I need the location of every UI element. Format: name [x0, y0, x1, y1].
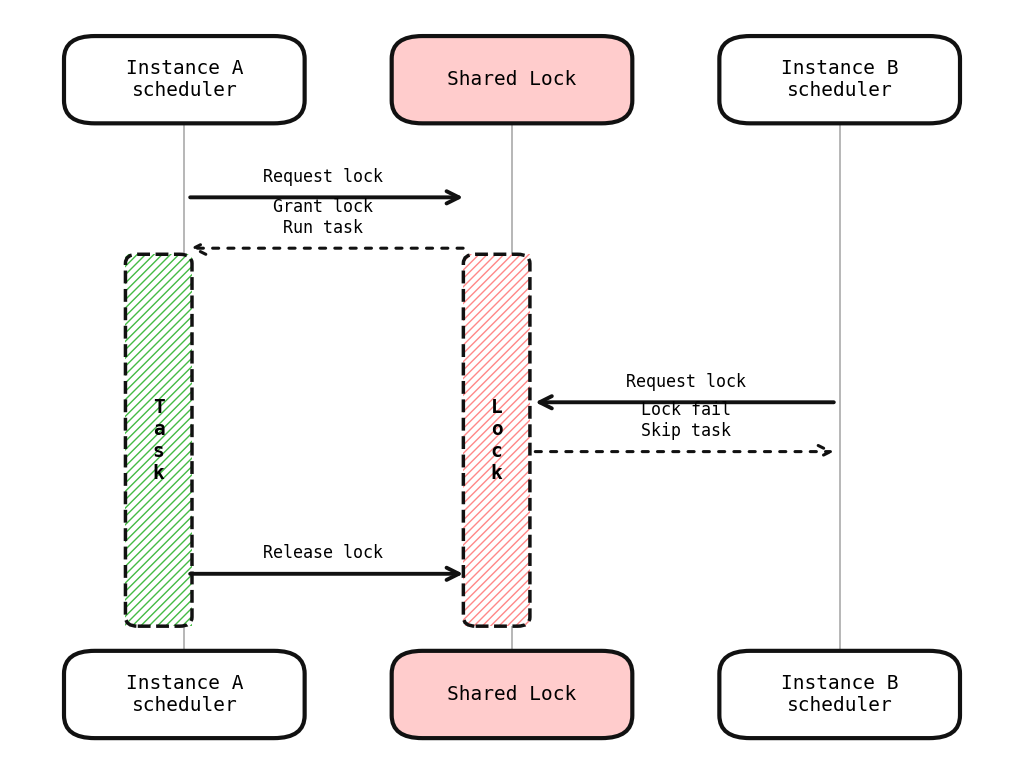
Text: Instance B
scheduler: Instance B scheduler: [781, 59, 898, 100]
Text: Instance B
scheduler: Instance B scheduler: [781, 674, 898, 715]
Text: T
a
s
k: T a s k: [153, 398, 165, 483]
Text: Request lock: Request lock: [626, 373, 746, 391]
Text: Instance A
scheduler: Instance A scheduler: [126, 674, 243, 715]
Text: Grant lock
Run task: Grant lock Run task: [272, 198, 373, 237]
Text: Shared Lock: Shared Lock: [447, 685, 577, 704]
FancyBboxPatch shape: [391, 36, 632, 123]
FancyBboxPatch shape: [63, 650, 305, 738]
Text: L
o
c
k: L o c k: [490, 398, 503, 483]
FancyBboxPatch shape: [719, 36, 959, 123]
FancyBboxPatch shape: [391, 650, 632, 738]
FancyBboxPatch shape: [63, 36, 305, 123]
Text: Request lock: Request lock: [262, 168, 383, 186]
Bar: [463, 254, 530, 626]
Text: Release lock: Release lock: [262, 544, 383, 562]
Text: Lock fail
Skip task: Lock fail Skip task: [641, 402, 731, 440]
FancyBboxPatch shape: [719, 650, 959, 738]
Bar: [125, 254, 193, 626]
Text: Shared Lock: Shared Lock: [447, 70, 577, 90]
Text: Instance A
scheduler: Instance A scheduler: [126, 59, 243, 100]
